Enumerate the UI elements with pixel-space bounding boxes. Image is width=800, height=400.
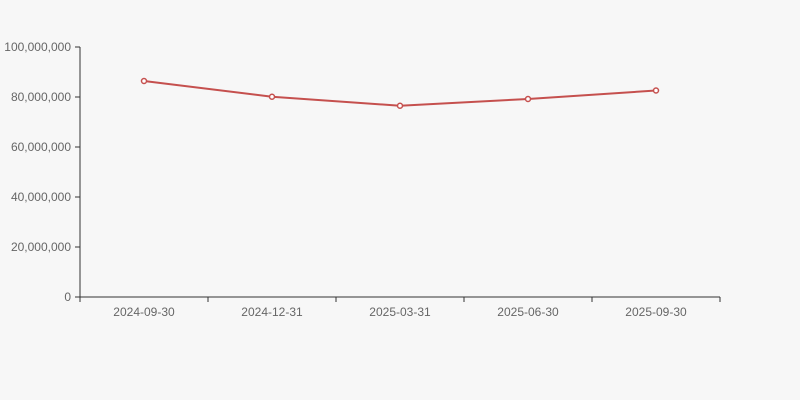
data-point-marker[interactable] — [396, 102, 404, 109]
y-axis-tick-label: 100,000,000 — [4, 40, 71, 54]
x-axis-tick-label: 2024-09-30 — [113, 305, 175, 319]
y-axis-tick-label: 0 — [64, 290, 71, 304]
y-axis-tick-label: 80,000,000 — [11, 90, 71, 104]
x-axis-tick-label: 2025-03-31 — [369, 305, 431, 319]
data-point-marker[interactable] — [652, 87, 660, 94]
series-line — [143, 80, 657, 107]
data-point-marker[interactable] — [140, 77, 148, 85]
y-axis-tick-label: 60,000,000 — [11, 140, 71, 154]
data-point-marker[interactable] — [524, 95, 532, 103]
data-point-marker[interactable] — [268, 93, 276, 100]
x-axis-tick-label: 2025-09-30 — [625, 305, 687, 319]
x-axis-tick-label: 2024-12-31 — [241, 305, 303, 319]
y-axis-tick-label: 40,000,000 — [11, 190, 71, 204]
x-axis-tick-label: 2025-06-30 — [497, 305, 559, 319]
y-axis-tick-label: 20,000,000 — [11, 240, 71, 254]
